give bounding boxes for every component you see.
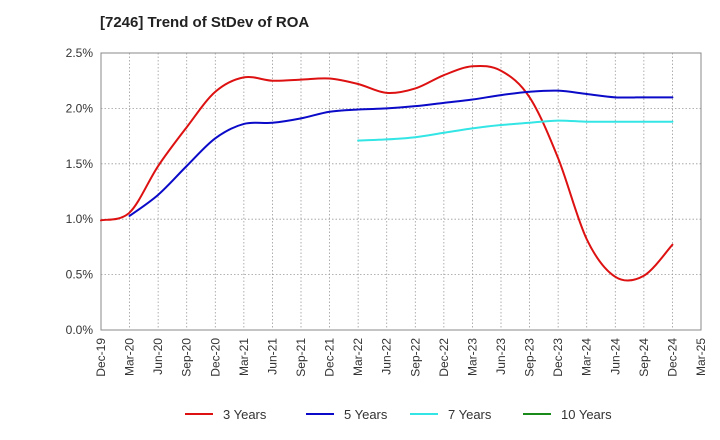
x-tick-label: Jun-23 xyxy=(494,338,508,375)
legend-label: 7 Years xyxy=(448,407,492,422)
x-tick-label: Dec-23 xyxy=(551,338,565,377)
legend-item-10-years: 10 Years xyxy=(523,407,612,422)
y-tick-label: 0.0% xyxy=(66,323,94,337)
x-tick-label: Sep-20 xyxy=(180,338,194,377)
x-tick-label: Jun-24 xyxy=(608,338,622,375)
legend-label: 10 Years xyxy=(561,407,612,422)
plot-border xyxy=(100,52,702,331)
y-axis-ticks: 0.0% 0.5% 1.0% 1.5% 2.0% 2.5% xyxy=(66,46,94,337)
x-tick-label: Dec-21 xyxy=(323,338,337,377)
x-tick-label: Mar-21 xyxy=(237,338,251,376)
y-tick-label: 0.5% xyxy=(66,268,94,282)
x-tick-label: Mar-20 xyxy=(123,338,137,376)
x-tick-label: Dec-19 xyxy=(94,338,108,377)
series-line-5-years xyxy=(128,89,674,217)
x-tick-label: Sep-24 xyxy=(637,338,651,377)
x-tick-label: Jun-20 xyxy=(151,338,165,375)
legend-item-5-years: 5 Years xyxy=(306,407,388,422)
x-tick-label: Mar-22 xyxy=(351,338,365,376)
series-layer xyxy=(100,64,674,282)
series-line-3-years xyxy=(100,64,674,282)
x-tick-label: Dec-24 xyxy=(665,338,679,377)
legend-item-7-years: 7 Years xyxy=(410,407,492,422)
x-tick-label: Jun-21 xyxy=(265,338,279,375)
y-tick-label: 2.5% xyxy=(66,46,94,60)
x-tick-label: Mar-25 xyxy=(694,338,708,376)
legend: 3 Years 5 Years 7 Years 10 Years xyxy=(185,407,612,422)
legend-item-3-years: 3 Years xyxy=(185,407,267,422)
series-line-7-years xyxy=(357,119,674,142)
legend-label: 5 Years xyxy=(344,407,388,422)
plot-area xyxy=(101,53,701,330)
y-tick-label: 1.5% xyxy=(66,157,94,171)
x-tick-label: Mar-23 xyxy=(465,338,479,376)
x-tick-label: Jun-22 xyxy=(380,338,394,375)
x-tick-label: Mar-24 xyxy=(580,338,594,376)
x-tick-label: Sep-21 xyxy=(294,338,308,377)
legend-label: 3 Years xyxy=(223,407,267,422)
x-tick-label: Sep-22 xyxy=(408,338,422,377)
x-axis-ticks: Dec-19 Mar-20 Jun-20 Sep-20 Dec-20 Mar-21 Jun-… xyxy=(94,338,708,377)
x-tick-label: Dec-22 xyxy=(437,338,451,377)
y-tick-label: 1.0% xyxy=(66,212,94,226)
y-tick-label: 2.0% xyxy=(66,101,94,115)
x-tick-label: Sep-23 xyxy=(523,338,537,377)
chart-title: [7246] Trend of StDev of ROA xyxy=(100,14,310,31)
x-tick-label: Dec-20 xyxy=(208,338,222,377)
